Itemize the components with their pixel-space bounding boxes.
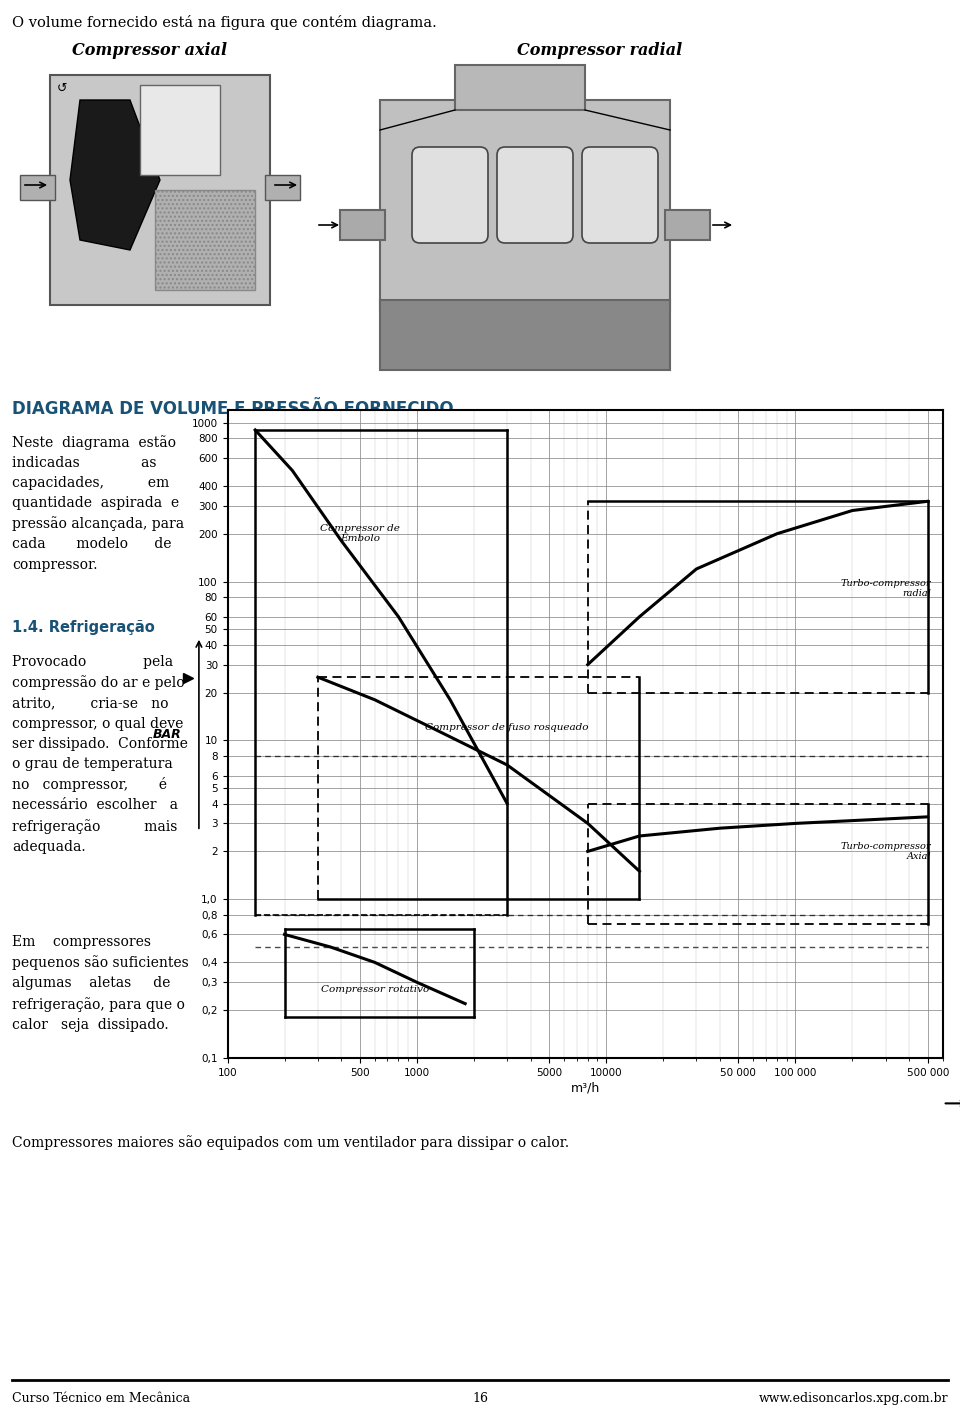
Text: 1.4. Refrigeração: 1.4. Refrigeração — [12, 619, 155, 635]
Text: 16: 16 — [472, 1393, 488, 1405]
FancyBboxPatch shape — [412, 147, 488, 244]
Text: Compressor de
Êmbolo: Compressor de Êmbolo — [320, 524, 399, 544]
Text: ↺: ↺ — [57, 83, 67, 95]
Polygon shape — [70, 100, 160, 251]
Text: Compressor axial: Compressor axial — [72, 41, 228, 58]
Text: Compressor de fuso rosqueado: Compressor de fuso rosqueado — [425, 723, 588, 732]
Bar — [155, 189, 255, 290]
Bar — [380, 300, 670, 370]
Text: Em    compressores
pequenos são suficientes
algumas    aletas     de
refrigeraçã: Em compressores pequenos são suficientes… — [12, 936, 189, 1032]
Text: Turbo-compressor
radial: Turbo-compressor radial — [840, 580, 931, 598]
Text: Curso Técnico em Mecânica: Curso Técnico em Mecânica — [12, 1393, 190, 1405]
Bar — [50, 75, 270, 305]
Bar — [380, 100, 670, 310]
Text: DIAGRAMA DE VOLUME E PRESSÃO FORNECIDO: DIAGRAMA DE VOLUME E PRESSÃO FORNECIDO — [12, 400, 454, 419]
Bar — [140, 85, 220, 175]
Text: Compressor rotativo: Compressor rotativo — [321, 985, 429, 994]
Text: Turbo-compressor
Axial: Turbo-compressor Axial — [840, 842, 931, 862]
Text: O volume fornecido está na figura que contém diagrama.: O volume fornecido está na figura que co… — [12, 16, 437, 30]
X-axis label: m³/h: m³/h — [570, 1082, 600, 1095]
FancyBboxPatch shape — [497, 147, 573, 244]
Text: Provocado             pela
compressão do ar e pelo
atrito,        cria-se   no
c: Provocado pela compressão do ar e pelo a… — [12, 655, 188, 854]
FancyBboxPatch shape — [582, 147, 658, 244]
Text: www.edisoncarlos.xpg.com.br: www.edisoncarlos.xpg.com.br — [758, 1393, 948, 1405]
Text: BAR: BAR — [153, 728, 181, 740]
Text: Compressor radial: Compressor radial — [517, 41, 683, 58]
Bar — [340, 209, 385, 241]
Bar — [455, 66, 585, 110]
Bar — [665, 209, 710, 241]
Text: Compressores maiores são equipados com um ventilador para dissipar o calor.: Compressores maiores são equipados com u… — [12, 1135, 569, 1149]
Bar — [265, 175, 300, 199]
Bar — [20, 175, 55, 199]
Text: Neste  diagrama  estão
indicadas              as
capacidades,          em
quanti: Neste diagrama estão indicadas as capaci… — [12, 434, 184, 571]
